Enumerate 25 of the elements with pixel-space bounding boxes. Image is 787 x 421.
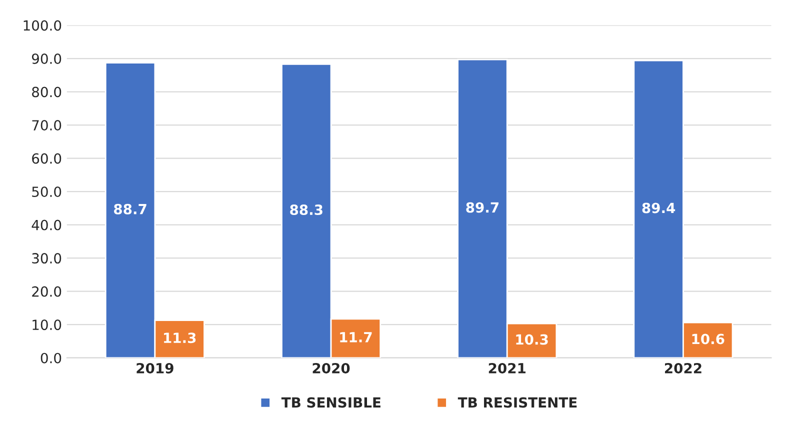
data-label: 11.3 [164, 332, 196, 344]
legend-label: TB RESISTENTE [458, 397, 577, 408]
x-tick-label: 2021 [488, 362, 526, 374]
y-tick-label: 30.0 [32, 253, 62, 264]
data-label: 10.6 [692, 334, 724, 344]
data-label: 88.7 [114, 204, 146, 214]
y-tick-label: 70.0 [32, 120, 62, 131]
x-tick-label: 2019 [136, 362, 174, 374]
y-tick-label: 100.0 [24, 20, 62, 31]
data-label: 88.3 [290, 204, 322, 216]
y-tick-label: 80.0 [32, 86, 62, 98]
y-tick-label: 40.0 [32, 220, 62, 230]
x-tick-label: 2022 [664, 362, 702, 374]
data-label: 89.7 [466, 202, 498, 213]
data-label: 89.4 [642, 202, 676, 214]
y-tick-label: 90.0 [32, 53, 62, 64]
y-tick-label: 20.0 [32, 286, 62, 297]
y-tick-label: 10.0 [32, 320, 62, 330]
data-label: 11.7 [340, 332, 372, 342]
y-tick-label: 60.0 [32, 153, 62, 164]
legend-label: TB SENSIBLE [281, 397, 380, 408]
y-tick-label: 0.0 [40, 352, 62, 364]
x-tick-label: 2020 [312, 362, 350, 374]
y-tick-label: 50.0 [32, 186, 62, 198]
data-label: 10.3 [516, 334, 548, 345]
